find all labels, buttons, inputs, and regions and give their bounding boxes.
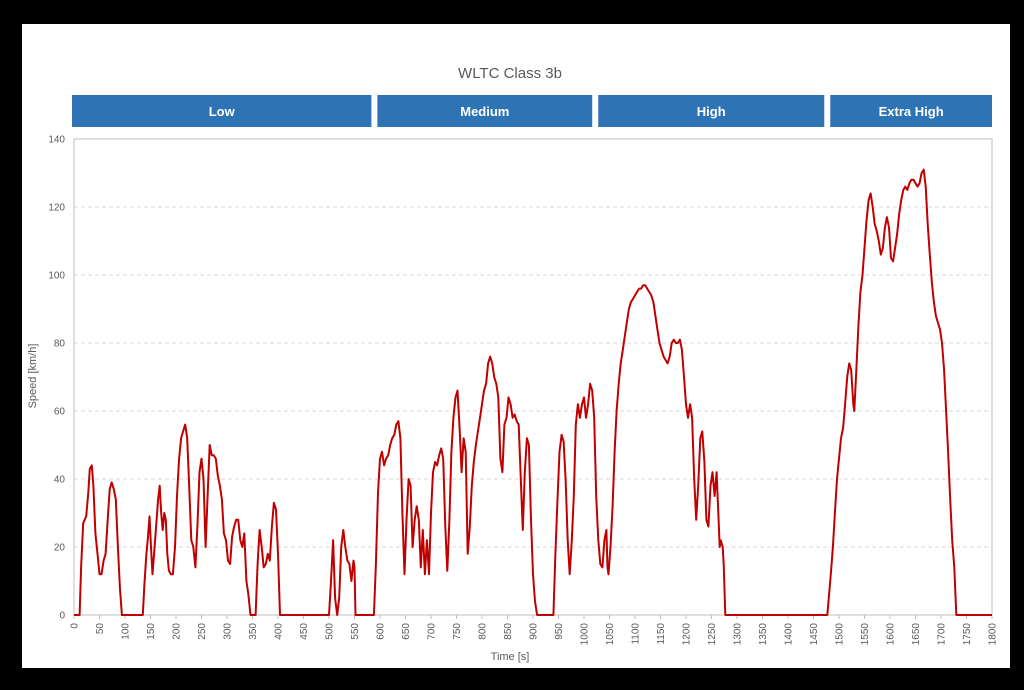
x-tick-label: 250 (197, 623, 208, 640)
wltc-chart: WLTC Class 3b Low Medium High Extra High 0 2… (27, 65, 999, 663)
x-tick-label: 600 (376, 623, 387, 640)
x-tick-label: 950 (554, 623, 565, 640)
phase-band-label: Medium (460, 104, 509, 119)
y-tick-label: 80 (54, 339, 66, 350)
x-tick-label: 1450 (809, 623, 820, 646)
x-tick-label: 1150 (656, 623, 667, 645)
phase-band-label: Low (209, 104, 236, 119)
y-tick-label: 0 (59, 611, 65, 622)
phase-band-medium: Medium (377, 95, 593, 127)
phase-bands: Low Medium High Extra High (72, 95, 992, 127)
x-tick-label: 50 (95, 623, 106, 635)
x-tick-label: 1100 (631, 623, 642, 645)
x-tick-label: 750 (452, 623, 463, 640)
phase-band-label: Extra High (879, 104, 944, 119)
x-tick-label: 700 (427, 623, 438, 640)
x-tick-label: 1800 (988, 623, 999, 646)
x-tick-label: 1400 (784, 623, 795, 646)
x-tick-label: 1750 (962, 623, 973, 646)
x-tick-label: 1500 (835, 623, 846, 646)
x-tick-label: 400 (274, 623, 285, 640)
x-tick-label: 300 (223, 623, 234, 640)
y-tick-label: 40 (54, 475, 66, 486)
x-tick-label: 900 (529, 623, 540, 640)
x-tick-label: 500 (325, 623, 336, 640)
phase-band-label: High (697, 104, 726, 119)
phase-band-extra-high: Extra High (830, 95, 992, 127)
x-tick-label: 1050 (605, 623, 616, 646)
plot-frame (73, 138, 993, 616)
chart-panel: WLTC Class 3b Low Medium High Extra High 0 2… (22, 24, 1010, 668)
x-tick-label: 1600 (886, 623, 897, 646)
x-tick-label: 1000 (580, 623, 591, 646)
gridlines (74, 206, 992, 548)
x-tick-label: 150 (146, 623, 157, 640)
x-tick-label: 1650 (911, 623, 922, 646)
phase-band-low: Low (72, 95, 372, 127)
phase-band-rect (598, 95, 825, 127)
x-tick-label: 1350 (758, 623, 769, 646)
y-tick-label: 120 (48, 203, 65, 214)
x-tick-label: 1200 (682, 623, 693, 646)
x-tick-label: 100 (121, 623, 132, 640)
speed-series-line (74, 168, 992, 616)
x-tick-label: 450 (299, 623, 310, 640)
y-tick-label: 140 (48, 135, 65, 146)
x-tick-label: 850 (503, 623, 514, 640)
x-tick-label: 350 (248, 623, 259, 640)
y-tick-label: 20 (54, 543, 66, 554)
phase-band-rect (830, 95, 992, 127)
chart-title: WLTC Class 3b (458, 65, 562, 82)
x-tick-label: 650 (401, 623, 412, 640)
y-axis-ticks: 0 20 40 60 80 100 120 140 (48, 135, 65, 622)
x-tick-label: 1250 (707, 623, 718, 646)
y-tick-label: 60 (54, 407, 66, 418)
x-axis-ticks: 0 50 100 150 200 250 300 350 400 450 500 550 600 650 7… (70, 615, 999, 645)
x-tick-label: 0 (70, 623, 81, 629)
x-tick-label: 550 (350, 623, 361, 640)
y-tick-label: 100 (48, 271, 65, 282)
x-tick-label: 1300 (733, 623, 744, 646)
phase-band-rect (72, 95, 372, 127)
x-axis-label: Time [s] (491, 651, 530, 663)
x-tick-label: 800 (478, 623, 489, 640)
phase-band-rect (377, 95, 593, 127)
phase-band-high: High (598, 95, 825, 127)
y-axis-label: Speed [km/h] (27, 344, 39, 409)
x-tick-label: 1700 (937, 623, 948, 646)
x-tick-label: 200 (172, 623, 183, 640)
x-tick-label: 1550 (860, 623, 871, 646)
